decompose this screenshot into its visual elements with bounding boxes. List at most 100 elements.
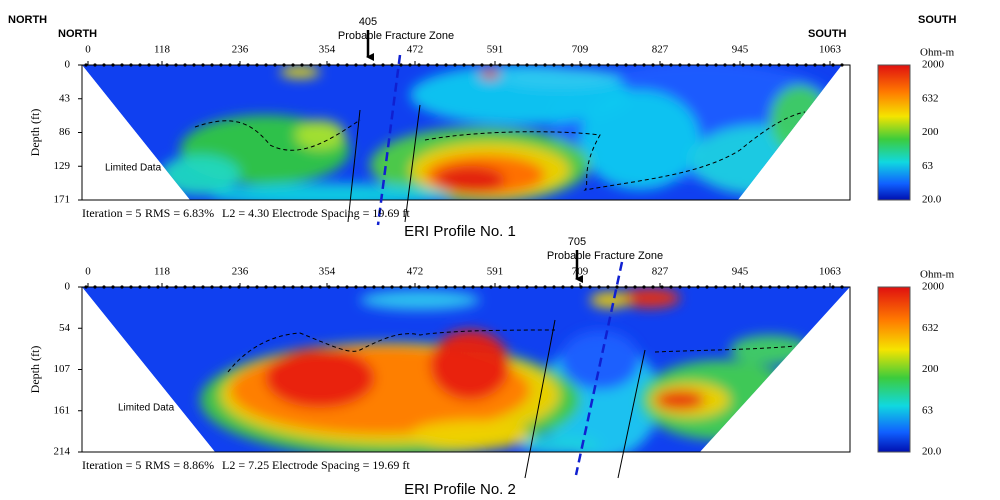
x-tick-label: 827 [652, 44, 669, 56]
electrode [363, 63, 367, 67]
electrode [291, 285, 295, 289]
y-tick-label: 214 [54, 446, 71, 458]
marker-label: Probable Fracture Zone [338, 30, 454, 42]
corner-label: SOUTH [918, 14, 957, 26]
marker-label: Probable Fracture Zone [547, 250, 663, 262]
electrode [525, 63, 529, 67]
electrode [498, 63, 502, 67]
electrode [336, 285, 340, 289]
electrode [678, 285, 682, 289]
marker-value: 705 [568, 236, 586, 248]
color-unit: Ohm-m [920, 269, 955, 281]
color-bar [877, 286, 911, 453]
color-unit: Ohm-m [920, 47, 955, 59]
electrode [543, 285, 547, 289]
fault-line [524, 319, 556, 479]
y-tick-label: 86 [59, 126, 71, 138]
electrode [804, 285, 808, 289]
electrode [129, 63, 133, 67]
electrode [264, 63, 268, 67]
electrode [777, 285, 781, 289]
fault-line [617, 349, 646, 479]
electrode [696, 285, 700, 289]
electrode [624, 285, 628, 289]
electrode [192, 63, 196, 67]
note: Limited Data [105, 163, 162, 174]
electrode [507, 285, 511, 289]
electrode [606, 285, 610, 289]
x-tick-label: 709 [572, 266, 589, 278]
electrode [534, 63, 538, 67]
electrode [588, 285, 592, 289]
color-tick-label: 632 [922, 322, 939, 334]
electrode [615, 285, 619, 289]
resistivity-zone [770, 85, 830, 155]
electrode [372, 285, 376, 289]
x-tick-label: 0 [85, 266, 91, 278]
electrode [192, 285, 196, 289]
color-tick-label: 2000 [922, 59, 945, 71]
electrode [111, 63, 115, 67]
electrode [822, 63, 826, 67]
electrode [345, 285, 349, 289]
electrode [201, 285, 205, 289]
electrode [660, 285, 664, 289]
electrode [642, 63, 646, 67]
profile: 0 118 236 354 472 591 709 827 945 1063 0 43 86 129 171… [28, 16, 955, 240]
y-tick-label: 129 [54, 160, 71, 172]
electrode [840, 63, 844, 67]
electrode [291, 63, 295, 67]
electrode [687, 285, 691, 289]
resistivity-zone [480, 69, 500, 79]
contour [194, 111, 806, 191]
electrode [651, 63, 655, 67]
electrode [552, 285, 556, 289]
electrode [408, 285, 412, 289]
electrode [444, 63, 448, 67]
electrode [660, 63, 664, 67]
electrode [525, 285, 529, 289]
electrode [543, 63, 547, 67]
electrode [624, 63, 628, 67]
color-tick-label: 20.0 [922, 446, 942, 458]
electrode [516, 63, 520, 67]
electrode [516, 285, 520, 289]
electrode [813, 285, 817, 289]
electrode [462, 63, 466, 67]
electrode [426, 63, 430, 67]
electrode [84, 63, 88, 67]
side-label: SOUTH [808, 28, 847, 40]
electrode [138, 63, 142, 67]
electrode [552, 63, 556, 67]
electrode [327, 63, 331, 67]
electrode [282, 63, 286, 67]
electrode [210, 285, 214, 289]
electrode [93, 63, 97, 67]
electrode [741, 285, 745, 289]
electrode [372, 63, 376, 67]
electrode [138, 285, 142, 289]
electrode [750, 63, 754, 67]
electrode [435, 285, 439, 289]
electrode [93, 285, 97, 289]
stats: RMS = 8.86% [145, 458, 214, 472]
electrode [795, 285, 799, 289]
x-tick-label: 354 [319, 44, 336, 56]
x-tick-label: 236 [232, 266, 249, 278]
fault-line [404, 104, 421, 223]
color-tick-label: 63 [922, 160, 934, 172]
color-tick-label: 63 [922, 404, 934, 416]
electrode [597, 285, 601, 289]
electrode [120, 285, 124, 289]
stats: Iteration = 5 [82, 206, 141, 220]
electrode [147, 63, 151, 67]
resistivity-zone [265, 348, 375, 408]
electrode [147, 285, 151, 289]
stats: Electrode Spacing = 19.69 ft [272, 206, 410, 220]
electrode [489, 285, 493, 289]
electrode [705, 63, 709, 67]
electrode [435, 63, 439, 67]
electrode [714, 285, 718, 289]
electrode [156, 285, 160, 289]
